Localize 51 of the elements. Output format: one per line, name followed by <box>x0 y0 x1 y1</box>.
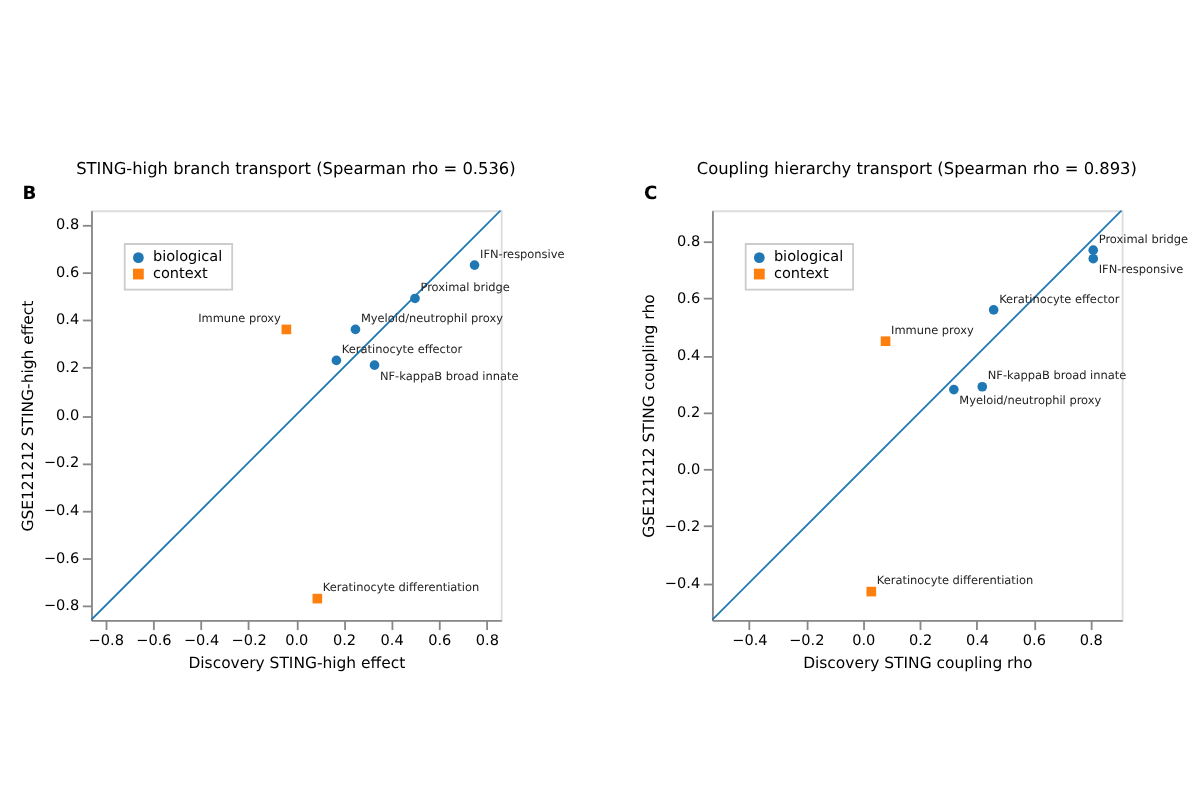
y-tick-label: −0.2 <box>664 516 701 535</box>
x-tick-label: −0.2 <box>231 630 267 649</box>
y-tick-label: 0.2 <box>677 402 701 421</box>
point <box>1088 245 1099 255</box>
x-tick-label: 0.4 <box>965 630 990 649</box>
x-tick-label: 0.6 <box>428 630 453 649</box>
x-tick-label: 0.8 <box>1079 630 1104 649</box>
y-tick-label: −0.6 <box>43 548 80 567</box>
text: B <box>22 185 37 206</box>
point <box>369 360 380 370</box>
y-tick-label: 0.8 <box>56 215 80 234</box>
y-tick-label: −0.8 <box>43 596 80 615</box>
y-tick-label: −0.4 <box>43 501 80 520</box>
x-tick-label: 0.2 <box>909 630 933 649</box>
point <box>410 293 420 304</box>
x-tick-label: 0.0 <box>285 630 310 649</box>
x-tick-label: −0.4 <box>732 630 769 649</box>
chart-title: Coupling hierarchy transport (Spearman rho = 0.893) <box>696 157 1137 178</box>
legend-label: biological <box>773 247 844 266</box>
y-tick-label: −0.4 <box>664 573 701 592</box>
x-tick-label: 0.2 <box>332 630 357 649</box>
y-tick-label: 0.8 <box>677 232 701 251</box>
point <box>949 384 959 395</box>
y-tick-label: 0.4 <box>677 345 701 364</box>
x-tick-label: −0.8 <box>88 630 125 649</box>
point <box>880 336 891 347</box>
y-tick-label: 0.6 <box>677 289 701 308</box>
point <box>1088 253 1099 264</box>
x-tick-label: 0.4 <box>380 630 405 649</box>
y-tick-label: 0.6 <box>56 262 80 281</box>
point <box>977 381 988 392</box>
y-tick-label: 0.2 <box>56 358 80 377</box>
legend-label: context <box>773 263 829 282</box>
point <box>988 305 999 315</box>
y-tick-label: 0.0 <box>677 459 701 478</box>
legend-label: context <box>152 263 209 282</box>
legend-label: biological <box>152 247 223 266</box>
x-tick-label: −0.6 <box>136 630 173 649</box>
x-tick-label: −0.2 <box>789 630 825 649</box>
x-tick-label: −0.4 <box>183 630 220 649</box>
point <box>469 260 480 270</box>
x-tick-label: 0.6 <box>1022 630 1047 649</box>
y-tick-label: −0.2 <box>43 453 80 472</box>
point <box>331 355 342 366</box>
text: C <box>643 185 658 206</box>
chart-title: STING-high branch transport (Spearman rho = 0.536) <box>76 157 516 178</box>
point <box>350 324 361 335</box>
x-tick-label: 0.8 <box>475 630 500 649</box>
x-tick-label: 0.0 <box>852 630 876 649</box>
y-tick-label: 0.4 <box>56 310 80 329</box>
y-tick-label: 0.0 <box>56 405 80 424</box>
